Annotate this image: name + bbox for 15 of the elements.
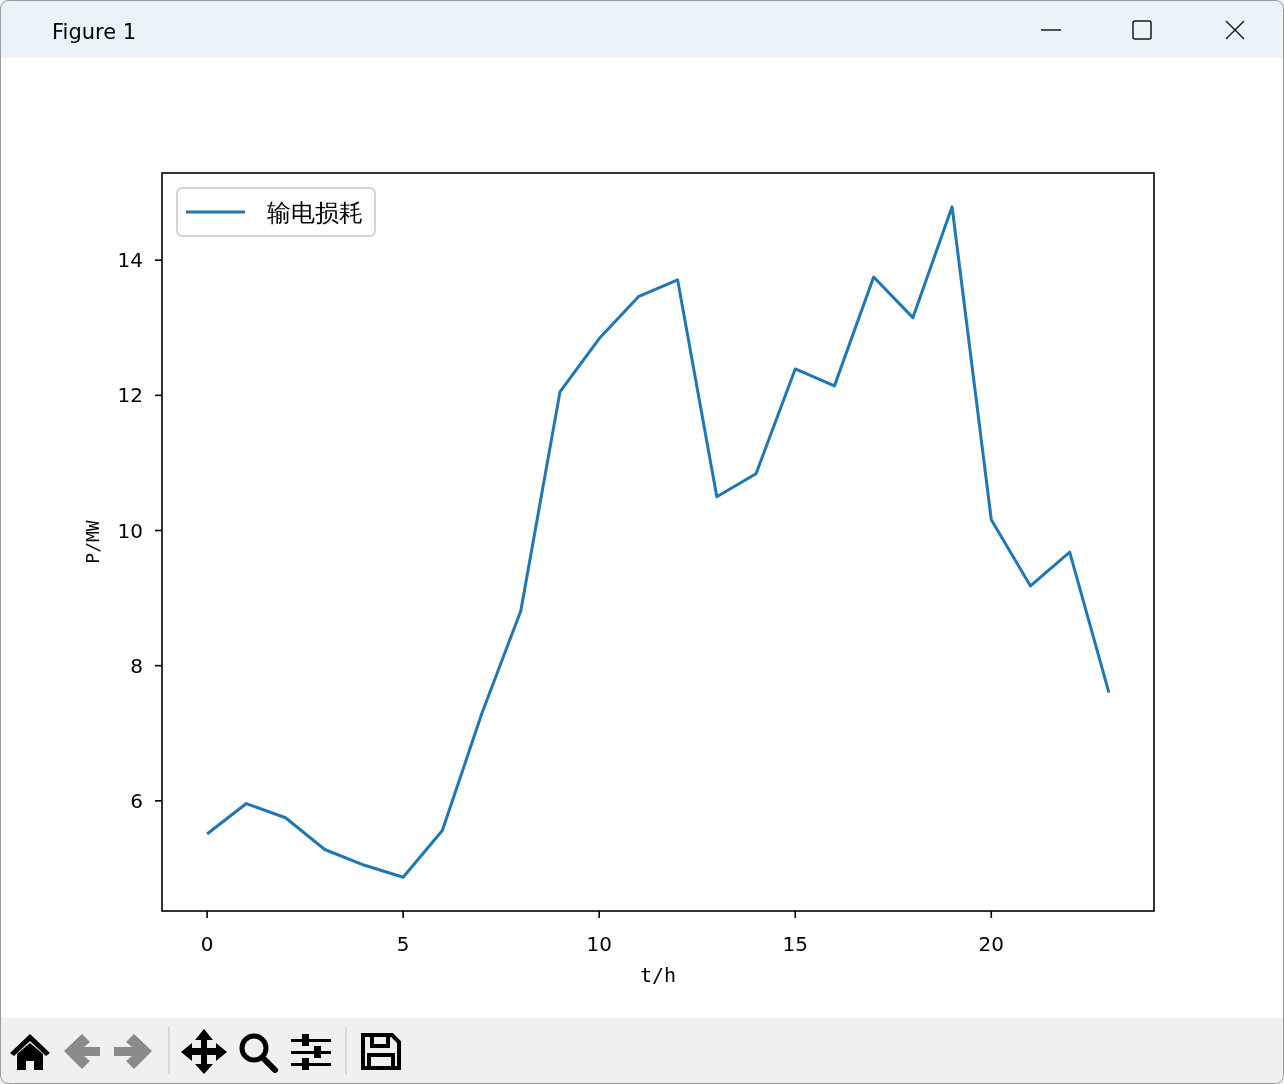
y-tick-label: 14 <box>117 248 143 273</box>
legend-label: 输电损耗 <box>267 199 363 227</box>
x-tick-label: 15 <box>782 932 808 956</box>
window-caption: Figure 1 <box>52 20 137 44</box>
x-axis-title: t/h <box>639 963 677 987</box>
y-axis-title: P/MW <box>82 520 103 564</box>
y-tick-label: 10 <box>117 518 143 543</box>
y-tick-label: 12 <box>117 383 143 408</box>
y-tick-label: 6 <box>130 788 143 813</box>
x-tick-label: 10 <box>586 932 612 956</box>
x-tick-label: 5 <box>396 932 410 956</box>
x-tick-label: 0 <box>200 932 214 956</box>
y-tick-label: 8 <box>130 653 143 678</box>
x-tick-label: 20 <box>978 932 1005 956</box>
legend: 输电损耗 <box>176 187 376 237</box>
